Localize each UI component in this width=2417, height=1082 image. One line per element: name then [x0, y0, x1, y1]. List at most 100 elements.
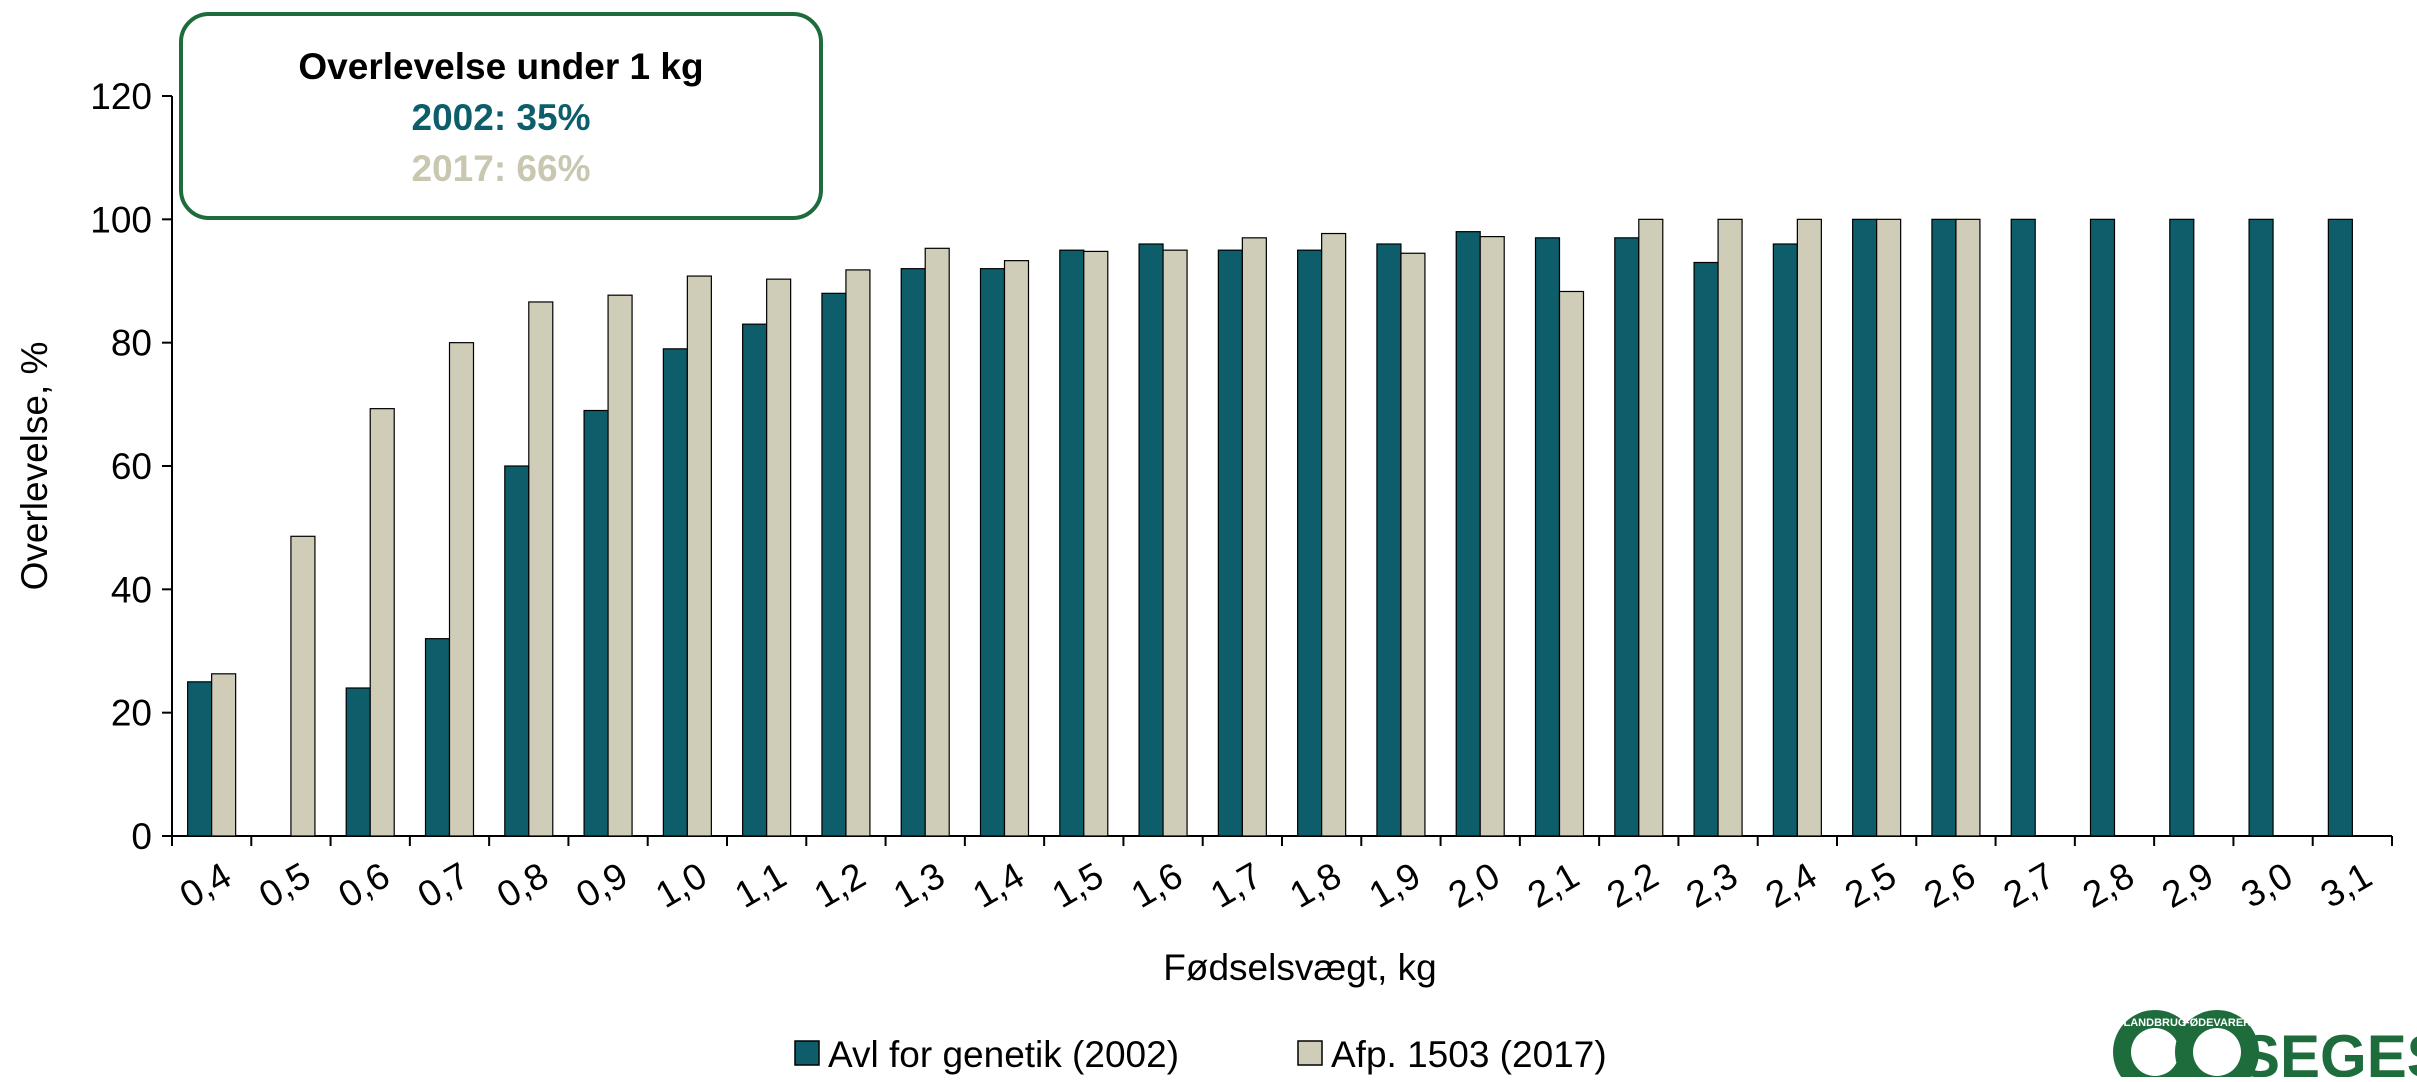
bar-2017-2-4 — [1796, 218, 1822, 837]
bar-2017-1-0 — [686, 275, 712, 837]
bar-2002-2-6 — [1931, 218, 1957, 837]
bar-2002-2-7 — [2010, 218, 2036, 837]
bar-2017-0-6 — [369, 408, 395, 837]
bar-2017-1-2 — [845, 269, 871, 837]
x-tick-label: 1,5 — [1045, 855, 1110, 916]
bar-2002-2-1 — [1534, 237, 1561, 837]
logo-ring-left-inner — [2131, 1028, 2179, 1076]
legend: Avl for genetik (2002) Afp. 1503 (2017) — [794, 1034, 1607, 1075]
bar-2002-0-8 — [504, 465, 530, 837]
y-tick-label: 60 — [111, 446, 152, 487]
x-tick-label: 2,2 — [1600, 855, 1665, 916]
bar-2002-3-0 — [2248, 218, 2274, 837]
logo-ring-text-right: FØDEVARER — [2183, 1017, 2251, 1029]
x-tick-label: 1,0 — [649, 855, 714, 916]
annotation-border — [179, 12, 823, 220]
x-tick-label: 1,8 — [1283, 855, 1348, 916]
y-tick-label: 100 — [90, 199, 152, 240]
bar-2017-1-8 — [1321, 232, 1347, 837]
bar-2017-2-3 — [1717, 218, 1743, 837]
y-tick-label: 120 — [90, 76, 152, 117]
x-tick-label: 2,1 — [1521, 855, 1586, 916]
x-tick-label: 1,6 — [1124, 855, 1189, 916]
x-axis-title: Fødselsvægt, kg — [1163, 947, 1436, 988]
bar-2017-2-0 — [1479, 236, 1505, 837]
bar-2002-2-3 — [1693, 261, 1719, 837]
x-tick-label: 1,4 — [966, 855, 1031, 916]
bar-2017-1-7 — [1241, 237, 1267, 837]
bar-2017-1-1 — [766, 278, 792, 837]
x-tick-label: 0,5 — [252, 855, 317, 916]
bar-2002-2-9 — [2169, 218, 2195, 837]
bar-2002-1-5 — [1059, 249, 1085, 837]
bar-2002-0-6 — [345, 687, 371, 837]
x-tick-label: 2,7 — [1996, 855, 2061, 916]
logo-text: SEGES — [2240, 1023, 2417, 1077]
annotation-line-2002: 2002: 35% — [412, 97, 591, 138]
bar-2017-2-1 — [1558, 290, 1585, 837]
x-axis-ticks: 0,4 0,5 0,6 0,7 0,8 0,9 1,0 1,1 1,2 1,3 1,4 1,5 1,6 1… — [171, 836, 2393, 916]
y-tick-label: 20 — [111, 693, 152, 734]
seges-logo: LANDBRUG FØDEVARER SEGES — [2113, 1010, 2417, 1082]
bar-2002-2-2 — [1614, 237, 1640, 837]
x-tick-label: 0,4 — [173, 855, 238, 916]
bar-2002-1-6 — [1138, 243, 1164, 837]
bar-2002-1-0 — [662, 348, 688, 837]
legend-swatch-2002 — [794, 1040, 820, 1066]
x-tick-label: 1,3 — [886, 855, 951, 916]
legend-label-2017: Afp. 1503 (2017) — [1331, 1034, 1607, 1075]
x-tick-label: 2,8 — [2076, 855, 2141, 916]
x-tick-label: 2,9 — [2155, 855, 2220, 916]
x-tick-label: 0,7 — [411, 855, 476, 916]
x-tick-label: 1,7 — [1204, 855, 1269, 916]
x-tick-label: 2,4 — [1759, 855, 1824, 916]
x-tick-label: 2,3 — [1679, 855, 1744, 916]
bar-2002-1-8 — [1297, 249, 1323, 837]
bar-2002-0-9 — [583, 409, 609, 837]
bar-2002-2-0 — [1455, 231, 1481, 837]
bar-2002-1-3 — [900, 268, 926, 837]
bar-2017-1-6 — [1162, 249, 1188, 837]
x-tick-label: 2,5 — [1838, 855, 1903, 916]
x-tick-label: 0,8 — [490, 855, 555, 916]
bar-2017-0-7 — [448, 342, 475, 837]
bar-2002-1-4 — [979, 268, 1006, 837]
x-tick-label: 0,9 — [569, 855, 634, 916]
bar-2002-1-9 — [1376, 243, 1402, 837]
x-tick-label: 2,0 — [1441, 855, 1506, 916]
y-tick-label: 80 — [111, 323, 152, 364]
x-tick-label: 1,2 — [807, 855, 872, 916]
bar-2017-0-5 — [290, 535, 316, 837]
bar-2002-2-5 — [1852, 218, 1878, 837]
legend-label-2002: Avl for genetik (2002) — [828, 1034, 1179, 1075]
bar-2017-0-9 — [607, 294, 633, 837]
bar-2017-0-4 — [211, 673, 237, 837]
annotation-box: Overlevelse under 1 kg 2002: 35% 2017: 6… — [179, 12, 823, 220]
bar-2002-0-7 — [424, 638, 451, 837]
logo-ring-right-inner — [2193, 1028, 2241, 1076]
bar-2002-2-4 — [1772, 243, 1798, 837]
bar-2017-0-8 — [528, 301, 554, 837]
bar-group — [187, 218, 2353, 837]
y-axis-ticks: 0 20 40 60 80 100 120 — [90, 76, 172, 857]
bar-2017-2-2 — [1638, 218, 1664, 837]
bar-2002-1-2 — [821, 292, 847, 837]
logo-ring-text-left: LANDBRUG — [2124, 1017, 2187, 1029]
y-tick-label: 40 — [111, 569, 152, 610]
y-axis-title: Overlevelse, % — [14, 342, 55, 591]
bar-2002-1-1 — [742, 323, 768, 837]
legend-swatch-2017 — [1297, 1040, 1323, 1066]
bar-2017-2-6 — [1955, 218, 1981, 837]
annotation-title: Overlevelse under 1 kg — [298, 46, 703, 87]
x-tick-label: 3,0 — [2234, 855, 2299, 916]
bar-2017-1-5 — [1083, 250, 1109, 837]
bar-2017-1-3 — [924, 247, 950, 837]
x-tick-label: 0,6 — [331, 855, 396, 916]
bar-2017-2-5 — [1876, 218, 1902, 837]
x-tick-label: 1,1 — [728, 855, 793, 916]
bar-2002-2-8 — [2089, 218, 2116, 837]
bar-2017-1-4 — [1003, 260, 1030, 837]
bar-2017-1-9 — [1400, 252, 1426, 837]
bar-2002-3-1 — [2327, 218, 2353, 837]
